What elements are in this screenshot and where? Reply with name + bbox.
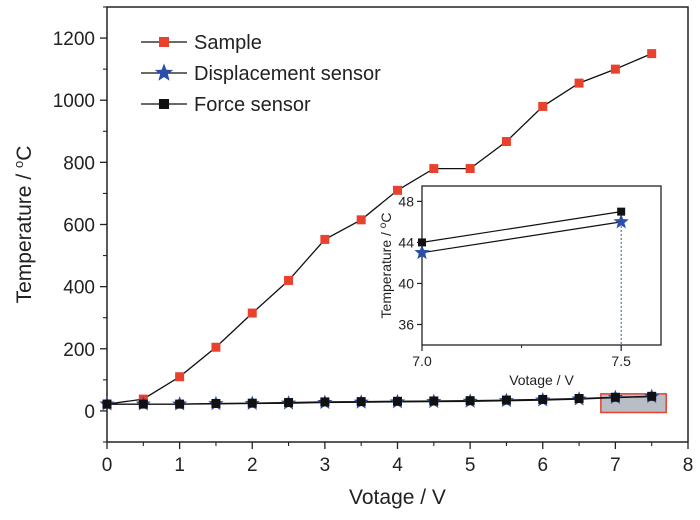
inset-plot: 7.0 7.5 36 40 44 48 Votage / V Temperature / oC (378, 185, 662, 388)
legend: Sample Displacement sensor Force sensor (141, 32, 381, 116)
x-tick-label: 3 (320, 455, 331, 476)
x-tick-label: 4 (392, 455, 403, 476)
inset-y-tick-label: 48 (398, 193, 414, 209)
series-1-point (574, 78, 584, 88)
series-1-point (356, 215, 366, 225)
legend-marker (159, 37, 169, 47)
y-tick-label: 800 (63, 153, 95, 174)
series-3-point (284, 398, 294, 408)
series-1-point (429, 164, 439, 174)
inset-series-line-2 (421, 211, 622, 243)
x-tick-label: 6 (537, 455, 548, 476)
x-tick-label: 8 (683, 455, 694, 476)
series-line-3 (107, 395, 652, 405)
inset-y-axis-title-text: Temperature / (378, 228, 394, 318)
x-tick-label: 0 (102, 455, 113, 476)
series-1-point (247, 308, 257, 318)
legend-label: Displacement sensor (194, 63, 381, 85)
inset-series-1-point (414, 244, 430, 260)
series-1-point (465, 164, 475, 174)
series-3-point (320, 397, 330, 407)
series-3-point (465, 396, 475, 406)
series-3-point (356, 397, 366, 407)
y-tick-label: 1000 (53, 91, 95, 112)
y-tick-label: 0 (84, 402, 95, 423)
series-1-point (501, 137, 511, 147)
series-3-point (538, 394, 548, 404)
legend-label: Force sensor (194, 94, 311, 116)
y-tick-label: 200 (63, 340, 95, 361)
x-tick-label: 7 (610, 455, 621, 476)
y-axis-title-superscript: o (11, 161, 26, 168)
series-3-point (175, 399, 185, 409)
y-axis-title: Temperature / oC (11, 146, 36, 304)
x-tick-label: 5 (465, 455, 476, 476)
legend-marker (159, 99, 169, 109)
series-line-2 (107, 395, 652, 405)
legend-label: Sample (194, 32, 262, 54)
series-1-point (393, 185, 402, 195)
series-1-point (211, 342, 221, 352)
series-3-point (610, 392, 620, 402)
inset-y-axis-title: Temperature / oC (378, 213, 394, 319)
series-3-point (501, 395, 511, 405)
inset-x-tick-label: 7.0 (412, 353, 432, 369)
x-tick-label: 1 (174, 455, 185, 476)
inset-series-2-point (418, 238, 426, 247)
series-1-point (610, 64, 620, 74)
y-tick-label: 600 (63, 216, 95, 237)
main-plot: 0 1 2 3 4 5 6 7 8 0 200 400 600 800 1000 1200 Votage / V… (11, 6, 694, 509)
series-1-point (538, 101, 548, 111)
series-3-point (102, 399, 112, 409)
series-1-point (647, 49, 657, 59)
legend-marker (154, 63, 174, 81)
inset-y-tick-label: 36 (398, 316, 414, 332)
series-3-point (247, 398, 257, 408)
inset-y-axis-title-superscript: o (378, 222, 389, 228)
inset-series-2-point (617, 207, 626, 216)
y-tick-label: 1200 (53, 29, 95, 50)
series-3-point (574, 394, 584, 403)
inset-series-line-1 (421, 221, 622, 254)
series-1-point (284, 275, 294, 285)
y-tick-label: 400 (63, 278, 95, 299)
series-3-point (647, 391, 657, 401)
series-line-1 (106, 53, 652, 405)
inset-series-1-point (613, 213, 629, 229)
y-axis-title-unit: C (13, 146, 36, 161)
series-1-point (175, 372, 185, 382)
series-3-point (138, 399, 148, 409)
series-3-point (393, 396, 402, 406)
x-tick-label: 2 (247, 455, 258, 476)
x-axis-title: Votage / V (349, 486, 446, 509)
inset-x-axis-title: Votage / V (509, 372, 574, 388)
inset-y-tick-label: 44 (398, 234, 414, 250)
series-3-point (211, 398, 221, 408)
series-3-point (429, 396, 439, 406)
series-1-point (320, 234, 330, 244)
inset-y-tick-label: 40 (398, 275, 414, 291)
inset-y-axis-title-unit: C (378, 213, 394, 223)
inset-x-tick-label: 7.5 (611, 353, 631, 369)
y-axis-title-text: Temperature / (13, 168, 36, 303)
